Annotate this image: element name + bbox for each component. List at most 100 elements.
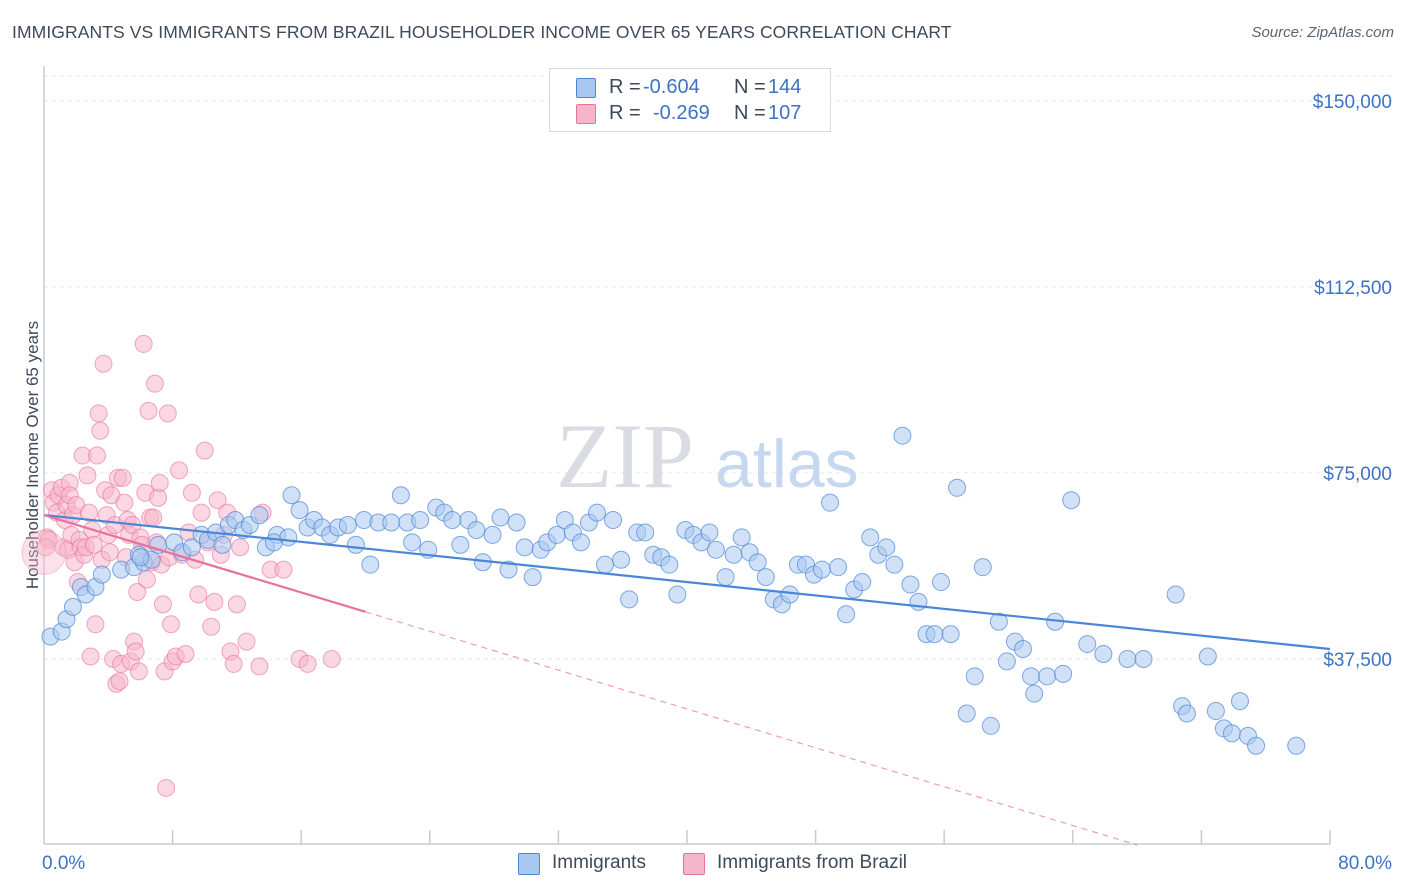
data-point-immigrants bbox=[1230, 692, 1249, 711]
data-point-brazil bbox=[202, 617, 221, 636]
data-point-immigrants bbox=[491, 508, 510, 527]
data-point-brazil bbox=[89, 404, 108, 423]
data-point-brazil bbox=[149, 488, 168, 507]
data-point-immigrants bbox=[587, 503, 606, 522]
data-point-brazil bbox=[137, 570, 156, 589]
data-point-immigrants bbox=[1177, 704, 1196, 723]
data-point-immigrants bbox=[1025, 684, 1044, 703]
data-point-brazil bbox=[227, 595, 246, 614]
data-point-brazil bbox=[250, 657, 269, 676]
data-point-immigrants bbox=[451, 535, 470, 554]
data-point-immigrants bbox=[1038, 667, 1057, 686]
data-point-brazil bbox=[157, 778, 176, 797]
data-point-immigrants bbox=[604, 511, 623, 530]
data-point-immigrants bbox=[443, 511, 462, 530]
data-point-immigrants bbox=[382, 513, 401, 532]
data-point-brazil bbox=[84, 535, 103, 554]
legend-n-value: 144 bbox=[768, 76, 802, 98]
data-point-brazil bbox=[274, 560, 293, 579]
data-point-immigrants bbox=[748, 553, 767, 572]
data-point-brazil bbox=[237, 632, 256, 651]
data-point-brazil bbox=[78, 466, 97, 485]
data-point-immigrants bbox=[571, 533, 590, 552]
data-point-immigrants bbox=[668, 585, 687, 604]
data-point-brazil bbox=[115, 493, 134, 512]
data-point-immigrants bbox=[612, 550, 631, 569]
data-point-immigrants bbox=[997, 652, 1016, 671]
x-tick-labels: 0.0% 80.0% bbox=[42, 853, 1392, 874]
y-tick-label: $37,500 bbox=[1323, 650, 1392, 671]
data-point-immigrants bbox=[1062, 491, 1081, 510]
data-point-immigrants bbox=[756, 568, 775, 587]
data-point-immigrants bbox=[63, 597, 82, 616]
data-point-immigrants bbox=[1287, 736, 1306, 755]
data-point-brazil bbox=[86, 615, 105, 634]
legend-swatch-blue bbox=[576, 78, 596, 98]
trend-line-brazil bbox=[43, 514, 366, 613]
watermark-atlas: atlas bbox=[715, 426, 859, 502]
data-point-immigrants bbox=[957, 704, 976, 723]
data-point-brazil bbox=[113, 468, 132, 487]
data-point-immigrants bbox=[901, 575, 920, 594]
data-point-immigrants bbox=[1222, 724, 1241, 743]
data-point-immigrants bbox=[411, 511, 430, 530]
data-point-brazil bbox=[208, 491, 227, 510]
watermark: ZIP atlas bbox=[556, 405, 859, 507]
data-point-brazil bbox=[161, 615, 180, 634]
data-point-brazil bbox=[36, 538, 55, 557]
data-point-immigrants bbox=[636, 523, 655, 542]
data-point-immigrants bbox=[660, 555, 679, 574]
data-point-immigrants bbox=[507, 513, 526, 532]
data-point-immigrants bbox=[1166, 585, 1185, 604]
watermark-zip: ZIP bbox=[556, 405, 694, 507]
data-point-immigrants bbox=[523, 568, 542, 587]
data-point-immigrants bbox=[620, 590, 639, 609]
data-point-immigrants bbox=[290, 501, 309, 520]
data-point-immigrants bbox=[853, 573, 872, 592]
data-point-immigrants bbox=[1094, 644, 1113, 663]
trend-line-brazil-extension bbox=[365, 611, 1138, 846]
legend-r-label: R = bbox=[609, 76, 641, 98]
data-point-immigrants bbox=[706, 540, 725, 559]
data-point-brazil bbox=[100, 543, 119, 562]
data-point-immigrants bbox=[829, 558, 848, 577]
data-point-brazil bbox=[170, 461, 189, 480]
data-point-immigrants bbox=[515, 538, 534, 557]
data-point-brazil bbox=[91, 421, 110, 440]
data-point-immigrants bbox=[1054, 664, 1073, 683]
data-point-immigrants bbox=[1013, 640, 1032, 659]
data-point-brazil bbox=[231, 538, 250, 557]
data-point-brazil bbox=[205, 592, 224, 611]
data-point-immigrants bbox=[547, 525, 566, 544]
data-point-immigrants bbox=[885, 555, 904, 574]
series-immigrants-points bbox=[41, 426, 1306, 755]
data-point-brazil bbox=[139, 401, 158, 420]
data-point-brazil bbox=[192, 503, 211, 522]
data-point-immigrants bbox=[1247, 736, 1266, 755]
data-point-brazil bbox=[80, 503, 99, 522]
data-point-brazil bbox=[81, 647, 100, 666]
data-point-immigrants bbox=[391, 486, 410, 505]
data-point-immigrants bbox=[1206, 702, 1225, 721]
y-tick-label: $75,000 bbox=[1323, 464, 1392, 485]
data-point-brazil bbox=[129, 662, 148, 681]
series-brazil-points bbox=[21, 334, 341, 797]
data-point-immigrants bbox=[925, 625, 944, 644]
data-point-brazil bbox=[153, 595, 172, 614]
data-point-immigrants bbox=[182, 538, 201, 557]
data-point-immigrants bbox=[893, 426, 912, 445]
y-tick-label: $150,000 bbox=[1313, 92, 1392, 113]
data-point-immigrants bbox=[483, 525, 502, 544]
data-point-brazil-cluster bbox=[21, 529, 67, 575]
bottom-legend-swatch-pink bbox=[683, 853, 705, 875]
data-point-brazil bbox=[298, 654, 317, 673]
data-point-immigrants bbox=[250, 506, 269, 525]
data-point-immigrants bbox=[338, 515, 357, 534]
legend-r-value: -0.269 bbox=[653, 102, 710, 124]
data-point-immigrants bbox=[716, 568, 735, 587]
bottom-legend-label: Immigrants bbox=[552, 852, 646, 873]
source-credit: Source: ZipAtlas.com bbox=[1251, 24, 1394, 41]
trend-lines bbox=[43, 513, 1331, 846]
data-point-brazil bbox=[144, 508, 163, 527]
